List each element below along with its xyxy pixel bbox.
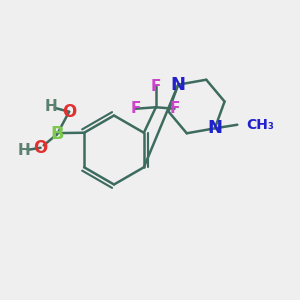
Text: H: H bbox=[18, 143, 31, 158]
Text: F: F bbox=[169, 101, 180, 116]
Text: B: B bbox=[50, 125, 64, 143]
Text: F: F bbox=[151, 79, 161, 94]
Text: O: O bbox=[62, 103, 76, 121]
Text: CH₃: CH₃ bbox=[246, 118, 274, 132]
Text: F: F bbox=[130, 101, 141, 116]
Text: O: O bbox=[34, 139, 48, 157]
Text: N: N bbox=[171, 76, 186, 94]
Text: N: N bbox=[207, 119, 222, 137]
Text: H: H bbox=[45, 99, 58, 114]
